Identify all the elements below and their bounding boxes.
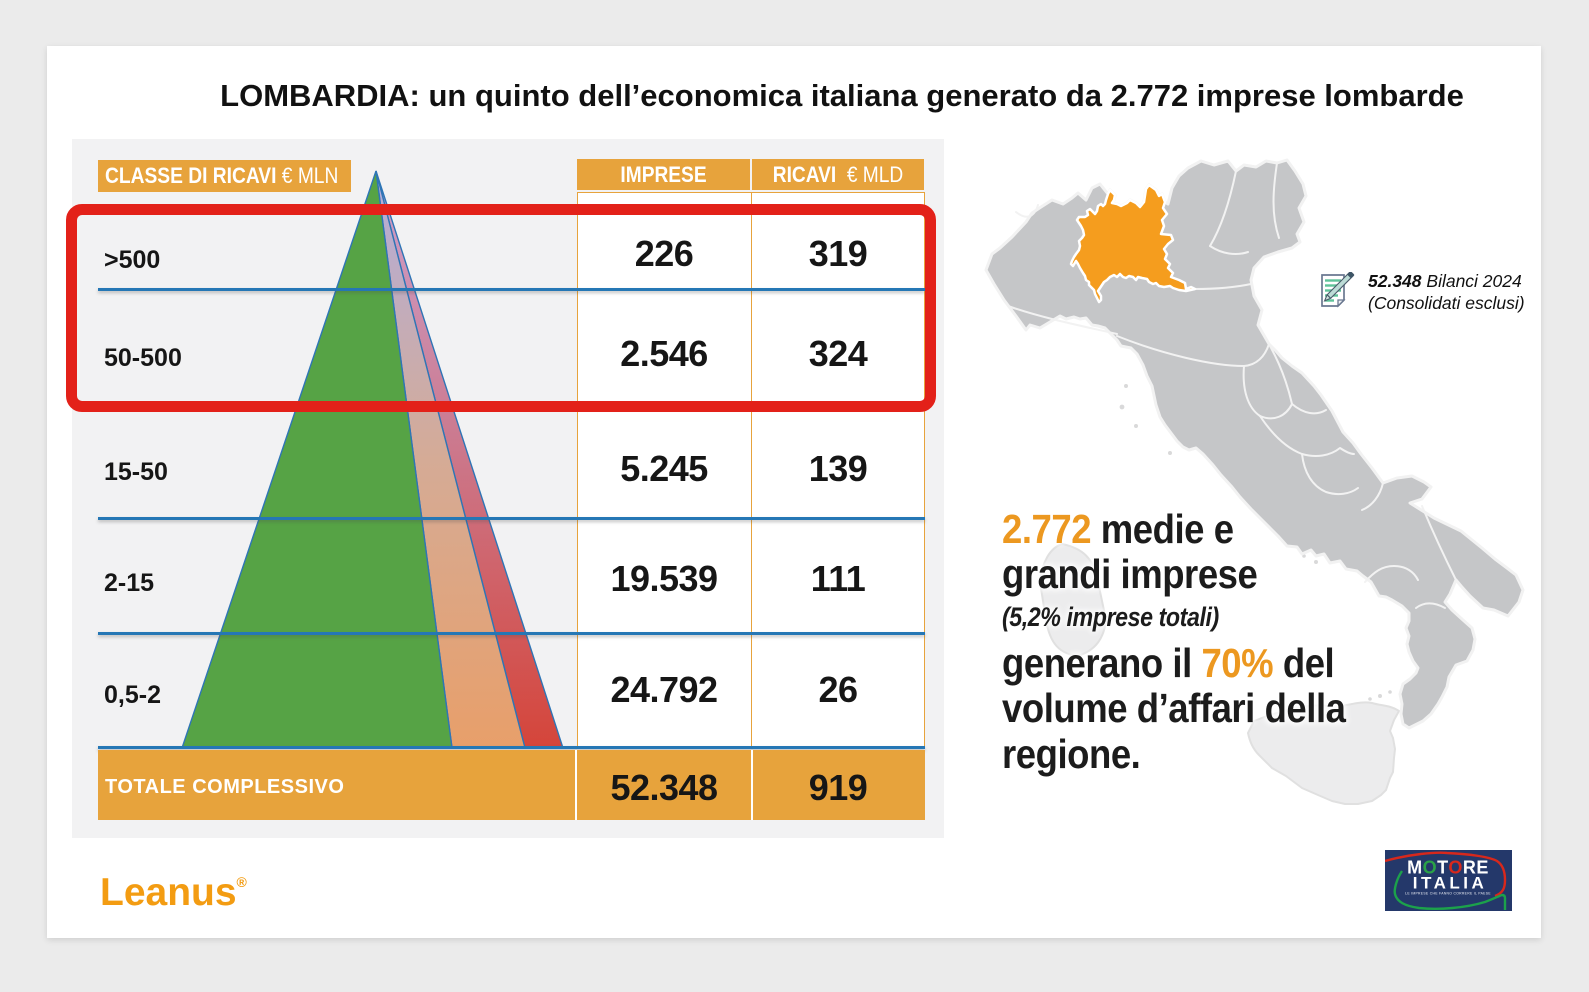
svg-text:MOTORE: MOTORE bbox=[1407, 858, 1489, 878]
svg-text:ITALIA: ITALIA bbox=[1413, 874, 1488, 893]
svg-text:LE IMPRESE CHE FANNO CORRERE I: LE IMPRESE CHE FANNO CORRERE IL PAESE bbox=[1405, 892, 1491, 896]
